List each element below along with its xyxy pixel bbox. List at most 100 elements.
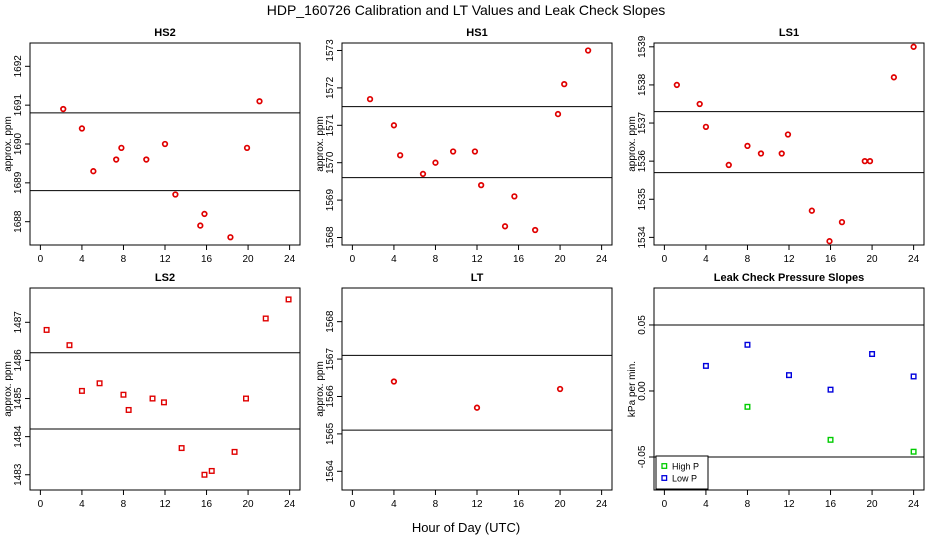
data-point <box>432 159 439 166</box>
x-tick-label: 4 <box>703 499 709 510</box>
x-tick-label: 12 <box>159 254 171 265</box>
x-tick-label: 12 <box>783 499 795 510</box>
data-point <box>285 296 292 303</box>
y-axis-label: approx. ppm <box>315 116 326 172</box>
panel-title: LS2 <box>155 272 175 284</box>
panel-title: HS2 <box>154 27 175 39</box>
x-tick-label: 16 <box>513 254 525 265</box>
legend-box <box>655 455 709 490</box>
x-tick-label: 24 <box>908 499 920 510</box>
x-tick-label: 20 <box>867 254 879 265</box>
plot-frame <box>653 42 925 246</box>
y-tick-label: 1567 <box>325 348 336 371</box>
data-point <box>172 191 179 198</box>
data-point <box>208 467 215 474</box>
data-point <box>554 110 562 118</box>
data-point <box>869 351 876 358</box>
y-tick-label: 1487 <box>13 311 24 334</box>
data-point <box>866 158 874 165</box>
data-point <box>113 156 120 163</box>
data-point <box>725 161 732 169</box>
x-tick-label: 4 <box>391 499 397 510</box>
x-tick-label: 24 <box>908 254 920 265</box>
plot-frame <box>29 42 301 246</box>
data-point <box>227 234 234 241</box>
x-tick-label: 0 <box>38 499 44 510</box>
data-point <box>60 105 67 113</box>
y-axis-label: kPa per min. <box>627 361 638 417</box>
panel-title: LS1 <box>779 27 799 39</box>
y-tick-label: 1692 <box>13 55 24 78</box>
data-point <box>197 222 204 229</box>
data-point <box>78 125 86 132</box>
x-tick-label: 24 <box>284 254 296 265</box>
x-tick-label: 8 <box>121 499 127 510</box>
y-tick-label: -0.05 <box>637 445 648 468</box>
data-point <box>118 144 125 152</box>
x-tick-label: 20 <box>243 254 255 265</box>
data-point <box>511 193 518 200</box>
x-tick-label: 20 <box>555 254 567 265</box>
y-tick-label: 1568 <box>325 310 336 333</box>
plot-frame <box>29 287 301 491</box>
y-axis-label: approx. ppm <box>3 361 14 417</box>
legend-entry: High P <box>672 462 699 472</box>
y-tick-label: 1688 <box>13 210 24 233</box>
data-point <box>96 380 103 387</box>
data-point <box>744 403 751 410</box>
data-point <box>366 95 374 103</box>
data-point <box>910 43 917 50</box>
y-tick-label: 1485 <box>13 387 24 410</box>
data-point <box>910 448 917 455</box>
data-point <box>201 471 208 478</box>
panel-title: Leak Check Pressure Slopes <box>714 272 864 284</box>
x-tick-label: 4 <box>703 254 709 265</box>
data-point <box>784 131 792 138</box>
x-tick-label: 24 <box>596 254 608 265</box>
y-tick-label: 1535 <box>637 188 648 211</box>
data-point <box>149 395 156 402</box>
x-tick-label: 12 <box>159 499 171 510</box>
data-point <box>419 170 427 178</box>
data-point <box>827 386 834 393</box>
data-point <box>702 123 710 130</box>
x-tick-label: 0 <box>662 499 668 510</box>
y-tick-label: 1484 <box>13 425 24 448</box>
y-tick-label: 1486 <box>13 349 24 372</box>
data-point <box>160 399 167 406</box>
data-point <box>390 378 398 385</box>
x-tick-label: 12 <box>783 254 795 265</box>
data-point <box>397 152 404 159</box>
data-point <box>243 144 251 152</box>
panel-hs1: HS1 approx. ppm 0 4 8 12 16 20 24 1568 1569 1570 157… <box>315 27 613 265</box>
y-tick-label: 1689 <box>13 171 24 194</box>
y-tick-label: 1572 <box>325 76 336 99</box>
data-point <box>161 140 169 148</box>
data-point <box>584 47 592 54</box>
x-tick-label: 12 <box>471 499 483 510</box>
x-tick-label: 16 <box>825 254 837 265</box>
data-point <box>473 404 481 411</box>
figure-title: HDP_160726 Calibration and LT Values and… <box>267 2 665 18</box>
data-point <box>673 81 680 89</box>
data-point <box>556 385 564 393</box>
x-tick-label: 4 <box>79 499 85 510</box>
x-tick-label: 16 <box>201 254 213 265</box>
y-tick-label: 0.00 <box>637 381 648 401</box>
data-point <box>561 80 568 88</box>
data-point <box>744 142 751 150</box>
y-tick-label: 1564 <box>325 460 336 483</box>
data-point <box>449 148 457 155</box>
data-point <box>827 436 834 443</box>
panel-ls2: LS2 approx. ppm 0 4 8 12 16 20 24 1483 1484 1485 148… <box>3 272 301 510</box>
panel-ls1: LS1 approx. ppm 0 4 8 12 16 20 24 1534 1535 1536 153… <box>627 27 925 265</box>
legend-marker <box>661 475 668 481</box>
x-tick-label: 20 <box>555 499 567 510</box>
data-point <box>201 210 208 218</box>
y-tick-label: 1536 <box>637 150 648 173</box>
y-tick-label: 1534 <box>637 226 648 249</box>
x-tick-label: 16 <box>201 499 213 510</box>
data-point <box>838 218 846 226</box>
legend-marker <box>661 463 668 469</box>
